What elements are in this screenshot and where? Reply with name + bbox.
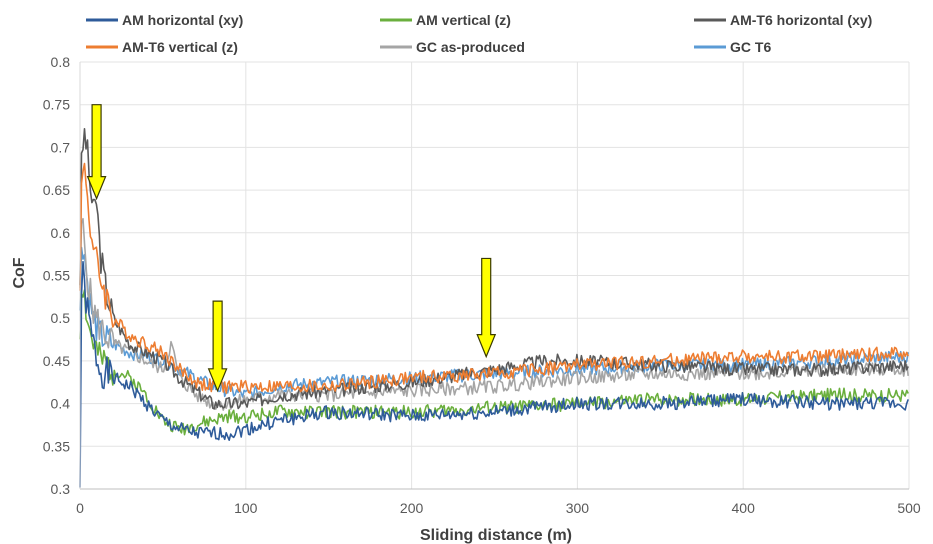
y-tick-label: 0.5 [51,310,71,326]
y-tick-label: 0.55 [43,268,70,284]
x-tick-label: 400 [732,500,756,516]
series-line [79,162,909,395]
legend-label: GC T6 [730,39,771,55]
y-tick-label: 0.7 [51,139,71,155]
legend-label: AM vertical (z) [416,12,511,28]
y-tick-label: 0.8 [51,54,71,70]
series-line [79,260,909,488]
y-tick-label: 0.45 [43,353,70,369]
series-layer [79,128,909,488]
y-tick-label: 0.3 [51,481,71,497]
legend: AM horizontal (xy) AM vertical (z) AM-T6 h… [86,12,872,55]
x-tick-label: 200 [400,500,424,516]
annotation-arrow [207,300,228,393]
legend-label: AM-T6 vertical (z) [122,39,238,55]
y-axis-title: CoF [11,257,28,288]
x-tick-label: 0 [76,500,84,516]
y-tick-label: 0.35 [43,438,70,454]
gridlines [80,61,910,489]
legend-label: AM-T6 horizontal (xy) [730,12,872,28]
series-line [79,128,909,410]
series-line [79,289,909,436]
annotations [86,104,497,393]
axes: 0.3 0.35 0.4 0.45 0.5 0.55 0.6 0.65 0.7 0.75 0.8 0 1… [43,54,921,516]
y-tick-label: 0.4 [51,396,71,412]
legend-label: GC as-produced [416,39,525,55]
y-tick-label: 0.65 [43,182,70,198]
legend-label: AM horizontal (xy) [122,12,243,28]
annotation-arrow [476,257,497,359]
annotation-arrow [86,104,107,201]
x-tick-label: 500 [897,500,921,516]
x-tick-label: 300 [566,500,590,516]
x-tick-label: 100 [234,500,258,516]
x-axis-title: Sliding distance (m) [420,527,572,544]
y-tick-label: 0.75 [43,97,70,113]
y-tick-label: 0.6 [51,225,71,241]
